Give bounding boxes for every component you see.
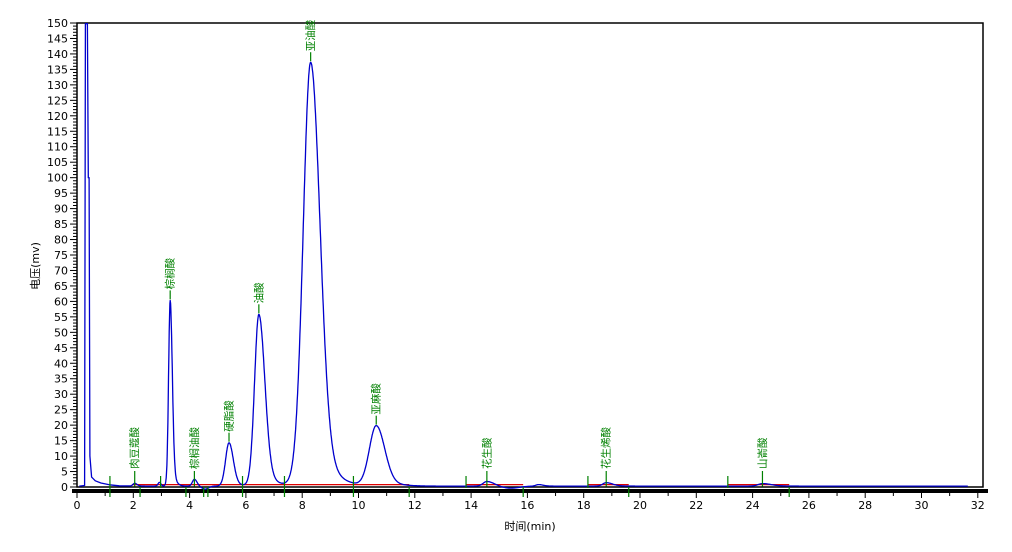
y-axis-tick-label: 125 [47, 94, 68, 107]
y-axis-tick-label: 15 [54, 435, 68, 448]
y-axis-tick-label: 120 [47, 110, 68, 123]
peak-label: 亚麻酸 [370, 383, 383, 415]
x-axis-tick-label: 32 [971, 499, 985, 512]
y-axis-tick-label: 25 [54, 404, 68, 417]
peak-label: 硬脂酸 [223, 400, 236, 432]
x-axis-tick-label: 16 [520, 499, 534, 512]
y-axis-tick-label: 115 [47, 125, 68, 138]
x-axis-tick-label: 6 [242, 499, 249, 512]
peak-label: 亚油酸 [304, 19, 317, 51]
y-axis-tick-label: 130 [47, 79, 68, 92]
y-axis-tick-label: 35 [54, 373, 68, 386]
x-axis-tick-label: 2 [130, 499, 137, 512]
x-axis-bar [72, 489, 988, 493]
peak-label: 油酸 [252, 282, 265, 303]
y-axis-tick-label: 95 [54, 187, 68, 200]
y-axis-tick-label: 30 [54, 388, 68, 401]
y-axis-tick-label: 65 [54, 280, 68, 293]
x-axis-tick-label: 26 [802, 499, 816, 512]
peak-label: 山嵛酸 [756, 437, 769, 469]
x-axis-tick-label: 24 [746, 499, 760, 512]
y-axis-tick-label: 20 [54, 419, 68, 432]
x-axis-tick-label: 22 [689, 499, 703, 512]
x-axis-tick-label: 14 [464, 499, 478, 512]
peak-label: 棕榈油酸 [188, 427, 201, 469]
y-axis-tick-label: 75 [54, 249, 68, 262]
y-axis-tick-label: 0 [61, 481, 68, 494]
y-axis-title: 电压(mv) [29, 242, 42, 290]
y-axis-tick-label: 40 [54, 357, 68, 370]
y-axis-tick-label: 55 [54, 311, 68, 324]
y-axis-tick-label: 135 [47, 63, 68, 76]
y-axis-tick-label: 145 [47, 32, 68, 45]
x-axis-tick-label: 28 [858, 499, 872, 512]
peak-label: 肉豆蔻酸 [128, 427, 141, 469]
y-axis-tick-label: 45 [54, 342, 68, 355]
y-axis-tick-label: 50 [54, 326, 68, 339]
x-axis-title: 时间(min) [504, 520, 555, 533]
y-axis-tick-label: 105 [47, 156, 68, 169]
peak-label: 花生酸 [480, 437, 493, 469]
y-axis-tick-label: 110 [47, 141, 68, 154]
y-axis-tick-label: 80 [54, 234, 68, 247]
y-axis-tick-label: 100 [47, 172, 68, 185]
y-axis-tick-label: 90 [54, 203, 68, 216]
y-axis-tick-label: 10 [54, 450, 68, 463]
x-axis-tick-label: 18 [577, 499, 591, 512]
y-axis-tick-label: 85 [54, 218, 68, 231]
x-axis-tick-label: 4 [186, 499, 193, 512]
x-axis-tick-label: 10 [352, 499, 366, 512]
signal-trace [79, 23, 969, 490]
x-axis-tick-label: 8 [299, 499, 306, 512]
y-axis-tick-label: 70 [54, 264, 68, 277]
y-axis-tick-label: 5 [61, 466, 68, 479]
x-axis-tick-label: 12 [408, 499, 422, 512]
peak-label: 棕榈酸 [164, 257, 177, 289]
x-axis-tick-label: 20 [633, 499, 647, 512]
y-axis-tick-label: 60 [54, 295, 68, 308]
x-axis-tick-label: 30 [915, 499, 929, 512]
x-axis-tick-label: 0 [74, 499, 81, 512]
y-axis-tick-label: 140 [47, 48, 68, 61]
peak-label: 花生烯酸 [600, 427, 613, 469]
y-axis-tick-label: 150 [47, 17, 68, 30]
